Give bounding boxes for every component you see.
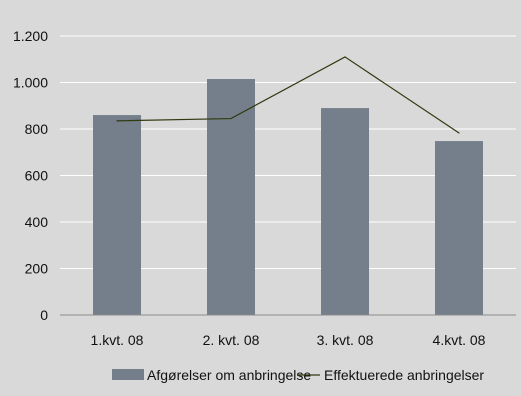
y-tick-label: 400: [25, 214, 49, 230]
y-tick-label: 0: [40, 307, 48, 323]
y-tick-label: 1.000: [13, 75, 48, 91]
legend-label: Effektuerede anbringelser: [324, 367, 484, 383]
y-tick-label: 600: [25, 168, 49, 184]
x-axis-tick-labels: 1.kvt. 08 2. kvt. 08 3. kvt. 08 4.kvt. 08: [91, 332, 486, 348]
y-axis-tick-labels: 0 200 400 600 800 1.000 1.200: [13, 28, 48, 323]
y-tick-label: 800: [25, 121, 49, 137]
x-tick-label: 2. kvt. 08: [203, 332, 260, 348]
bar-series: [93, 79, 483, 315]
x-tick-label: 1.kvt. 08: [91, 332, 144, 348]
line-series: [116, 56, 460, 134]
x-tick-label: 3. kvt. 08: [317, 332, 374, 348]
line-point: [116, 120, 118, 122]
bar: [321, 108, 369, 315]
line-point: [230, 117, 232, 120]
legend-label: Afgørelser om anbringelse: [147, 367, 311, 383]
bar: [207, 79, 255, 315]
y-tick-label: 200: [25, 261, 49, 277]
y-tick-label: 1.200: [13, 28, 48, 44]
legend: Afgørelser om anbringelse Effektuerede an…: [112, 367, 484, 383]
x-tick-label: 4.kvt. 08: [433, 332, 486, 348]
line-point: [458, 132, 460, 134]
legend-swatch-bar: [112, 369, 144, 380]
bar: [435, 141, 483, 315]
series-line: [116, 56, 460, 134]
bar: [93, 115, 141, 315]
line-point: [344, 56, 346, 58]
